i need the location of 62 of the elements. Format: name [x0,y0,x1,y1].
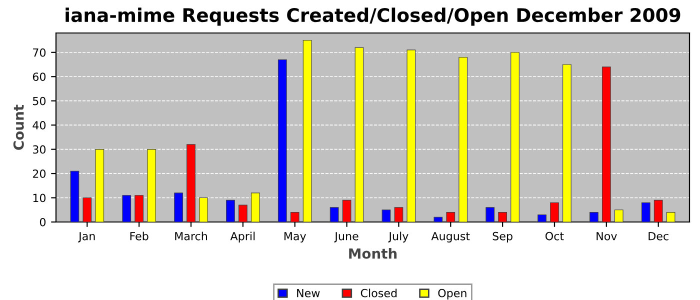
y-tick-label: 10 [33,194,46,202]
bar [538,214,546,222]
bar [550,202,559,222]
bar [486,207,495,222]
y-axis-title: Count [13,104,24,150]
x-tick-label: Jan [78,232,95,242]
bar [290,212,300,222]
x-tick-label: Sep [492,232,512,242]
x-tick-label: May [284,232,306,242]
bar [174,192,183,222]
bar [654,200,663,222]
bar [199,197,208,222]
bar [122,195,132,222]
x-tick-label: Oct [546,232,564,240]
x-tick-label: July [388,232,408,242]
bar [302,40,312,222]
bar [238,204,248,222]
bar [666,212,676,222]
y-tick-label: 60 [32,72,46,81]
x-tick-label: April [230,232,255,242]
bar [186,144,196,222]
bar [95,149,104,222]
bar [394,207,404,222]
bar [250,192,260,222]
bar [70,170,80,222]
bar [382,210,391,222]
y-tick-label: 20 [32,170,46,178]
y-tick-label: 40 [32,121,46,130]
x-tick-label: Feb [130,232,148,240]
bar [458,56,468,222]
legend-label: Closed [360,288,397,298]
y-tick-label: 50 [32,96,46,106]
x-tick-label: Dec [648,232,668,240]
bar [434,216,443,222]
bar [614,210,624,222]
bar [590,212,598,222]
bar [342,200,352,222]
bar [498,212,507,222]
bar [226,200,235,222]
x-tick-label: Nov [596,232,617,240]
bar [147,149,156,222]
bar [406,50,416,222]
x-tick-label: August [431,232,470,242]
legend-label: Open [438,288,466,300]
y-tick-label: 70 [33,48,46,57]
x-axis-title: Month [349,248,397,259]
bar [354,47,364,222]
bar [602,66,611,222]
bar [510,52,520,222]
bar [446,212,456,222]
y-tick-label: 0 [40,218,46,226]
bar [641,202,650,222]
x-tick-label: March [175,232,207,240]
bar [82,197,92,222]
legend-label: New [297,289,320,298]
bar [562,64,572,222]
x-tick-label: June [334,232,358,242]
bar [330,207,339,222]
chart-title: iana-mime Requests Created/Closed/Open December 2009 [66,8,680,26]
bar [134,195,144,222]
bar [278,59,287,222]
y-tick-label: 30 [32,145,46,154]
